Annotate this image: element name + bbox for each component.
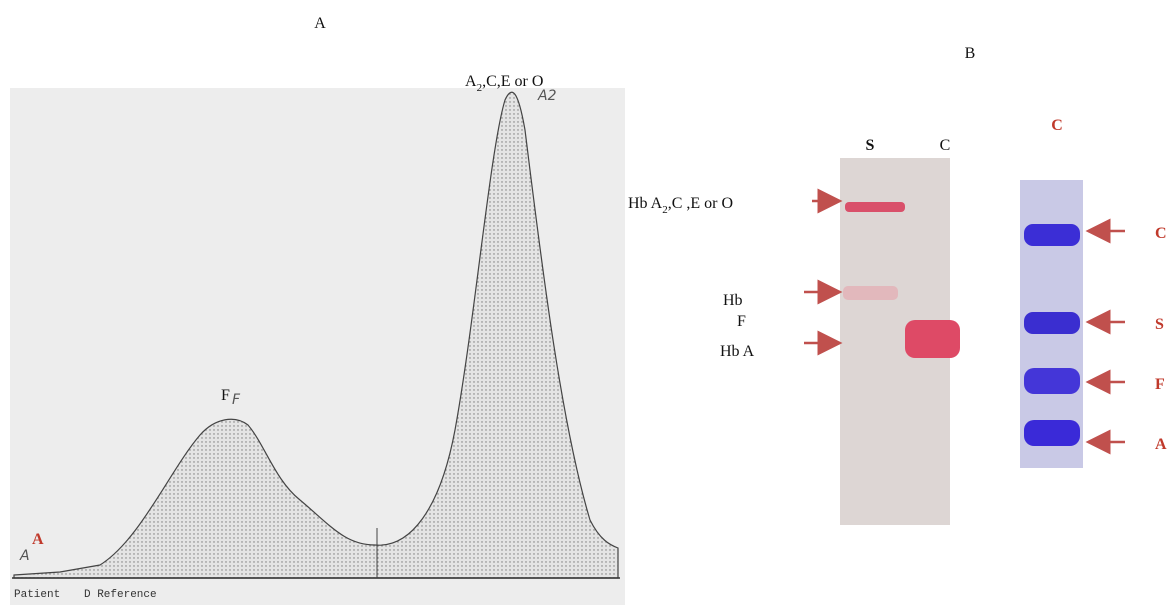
gel-band [1024, 224, 1080, 246]
gel-band [1024, 312, 1080, 334]
peak-label: A [32, 531, 44, 548]
panel-letter: B [965, 45, 976, 62]
gel-band [845, 202, 905, 212]
band-label: F [737, 313, 746, 330]
handwritten-label: A [19, 548, 30, 564]
band-label: C [1155, 225, 1167, 242]
handwritten-label: F [232, 392, 241, 408]
handwritten-label: A2 [537, 88, 557, 104]
panel-letter: A [314, 15, 326, 32]
lane-label: C [1051, 117, 1063, 134]
band-label: S [1155, 316, 1164, 333]
gel-band [905, 320, 960, 358]
band-label: Hb A2,C ,E or O [628, 195, 733, 216]
gel-band [843, 286, 898, 300]
band-label: F [1155, 376, 1165, 393]
footer-text: D Reference [84, 589, 157, 601]
band-label: Hb A [720, 343, 755, 360]
gel-band [1024, 420, 1080, 446]
band-label: Hb [723, 292, 743, 309]
lane-label: S [866, 137, 875, 154]
peak-label: F [221, 387, 230, 404]
band-label: A [1155, 436, 1167, 453]
footer-text: Patient [14, 589, 60, 601]
figure: A A2,C,E or O A2 F F A A Patient D Refer… [0, 0, 1168, 605]
gel-band [1024, 368, 1080, 394]
lane-label: C [940, 137, 951, 154]
